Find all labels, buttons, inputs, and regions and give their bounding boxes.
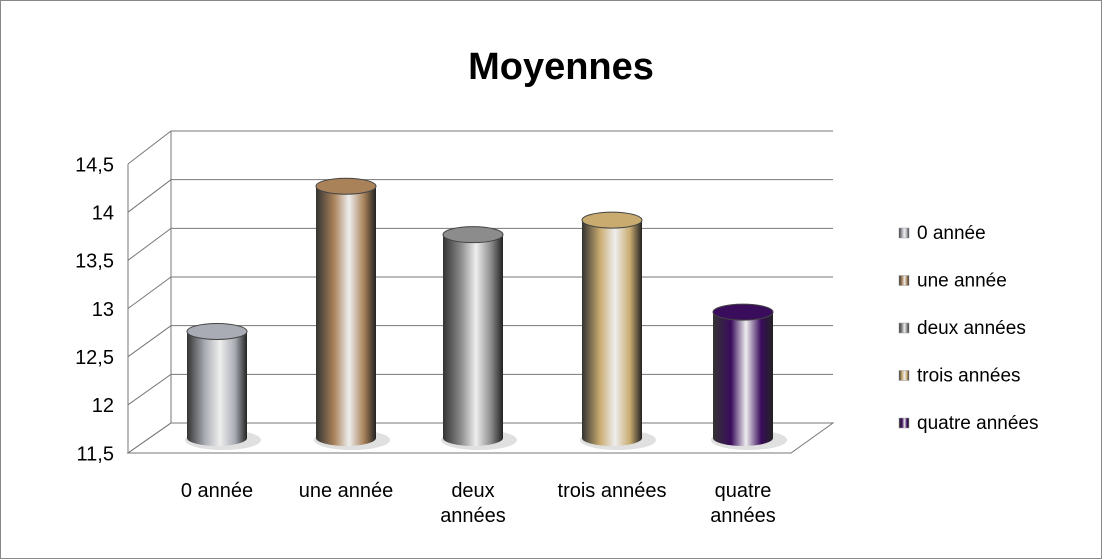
legend-label: une année <box>917 271 1007 292</box>
legend-label: 0 année <box>917 223 986 244</box>
legend-marker <box>898 275 910 286</box>
grid-line <box>127 179 833 213</box>
legend-marker <box>898 322 910 334</box>
x-tick-label: deux années <box>440 480 506 527</box>
legend-label: quatre années <box>917 413 1039 434</box>
y-tick-label: 13 <box>92 299 114 321</box>
bar <box>316 186 376 438</box>
legend-marker <box>898 370 910 381</box>
x-tick-label: quatre années <box>710 480 776 527</box>
y-tick-label: 12 <box>92 395 114 417</box>
y-tick-label: 14,5 <box>75 154 114 176</box>
bar <box>443 234 503 438</box>
y-tick-label: 13,5 <box>75 251 114 273</box>
legend-marker <box>898 417 910 429</box>
bar-top <box>315 177 377 195</box>
x-tick-label: une année <box>298 480 394 502</box>
bar-top <box>581 211 643 229</box>
y-tick-label: 11,5 <box>77 443 114 465</box>
chart-title: Moyennes <box>468 46 654 88</box>
bar <box>713 312 773 438</box>
bar <box>582 220 642 438</box>
grid-line <box>127 130 833 165</box>
legend-label: trois années <box>917 366 1021 387</box>
bar-top <box>186 322 248 340</box>
bar <box>187 331 247 438</box>
x-tick-label: trois années <box>557 480 667 502</box>
y-tick-label: 12,5 <box>75 347 114 369</box>
bar-top <box>712 303 774 321</box>
legend-label: deux années <box>917 318 1026 339</box>
bar-top <box>442 226 504 244</box>
x-tick-label: 0 année <box>180 480 254 502</box>
y-tick-label: 14 <box>92 202 114 224</box>
legend-marker <box>898 227 910 239</box>
